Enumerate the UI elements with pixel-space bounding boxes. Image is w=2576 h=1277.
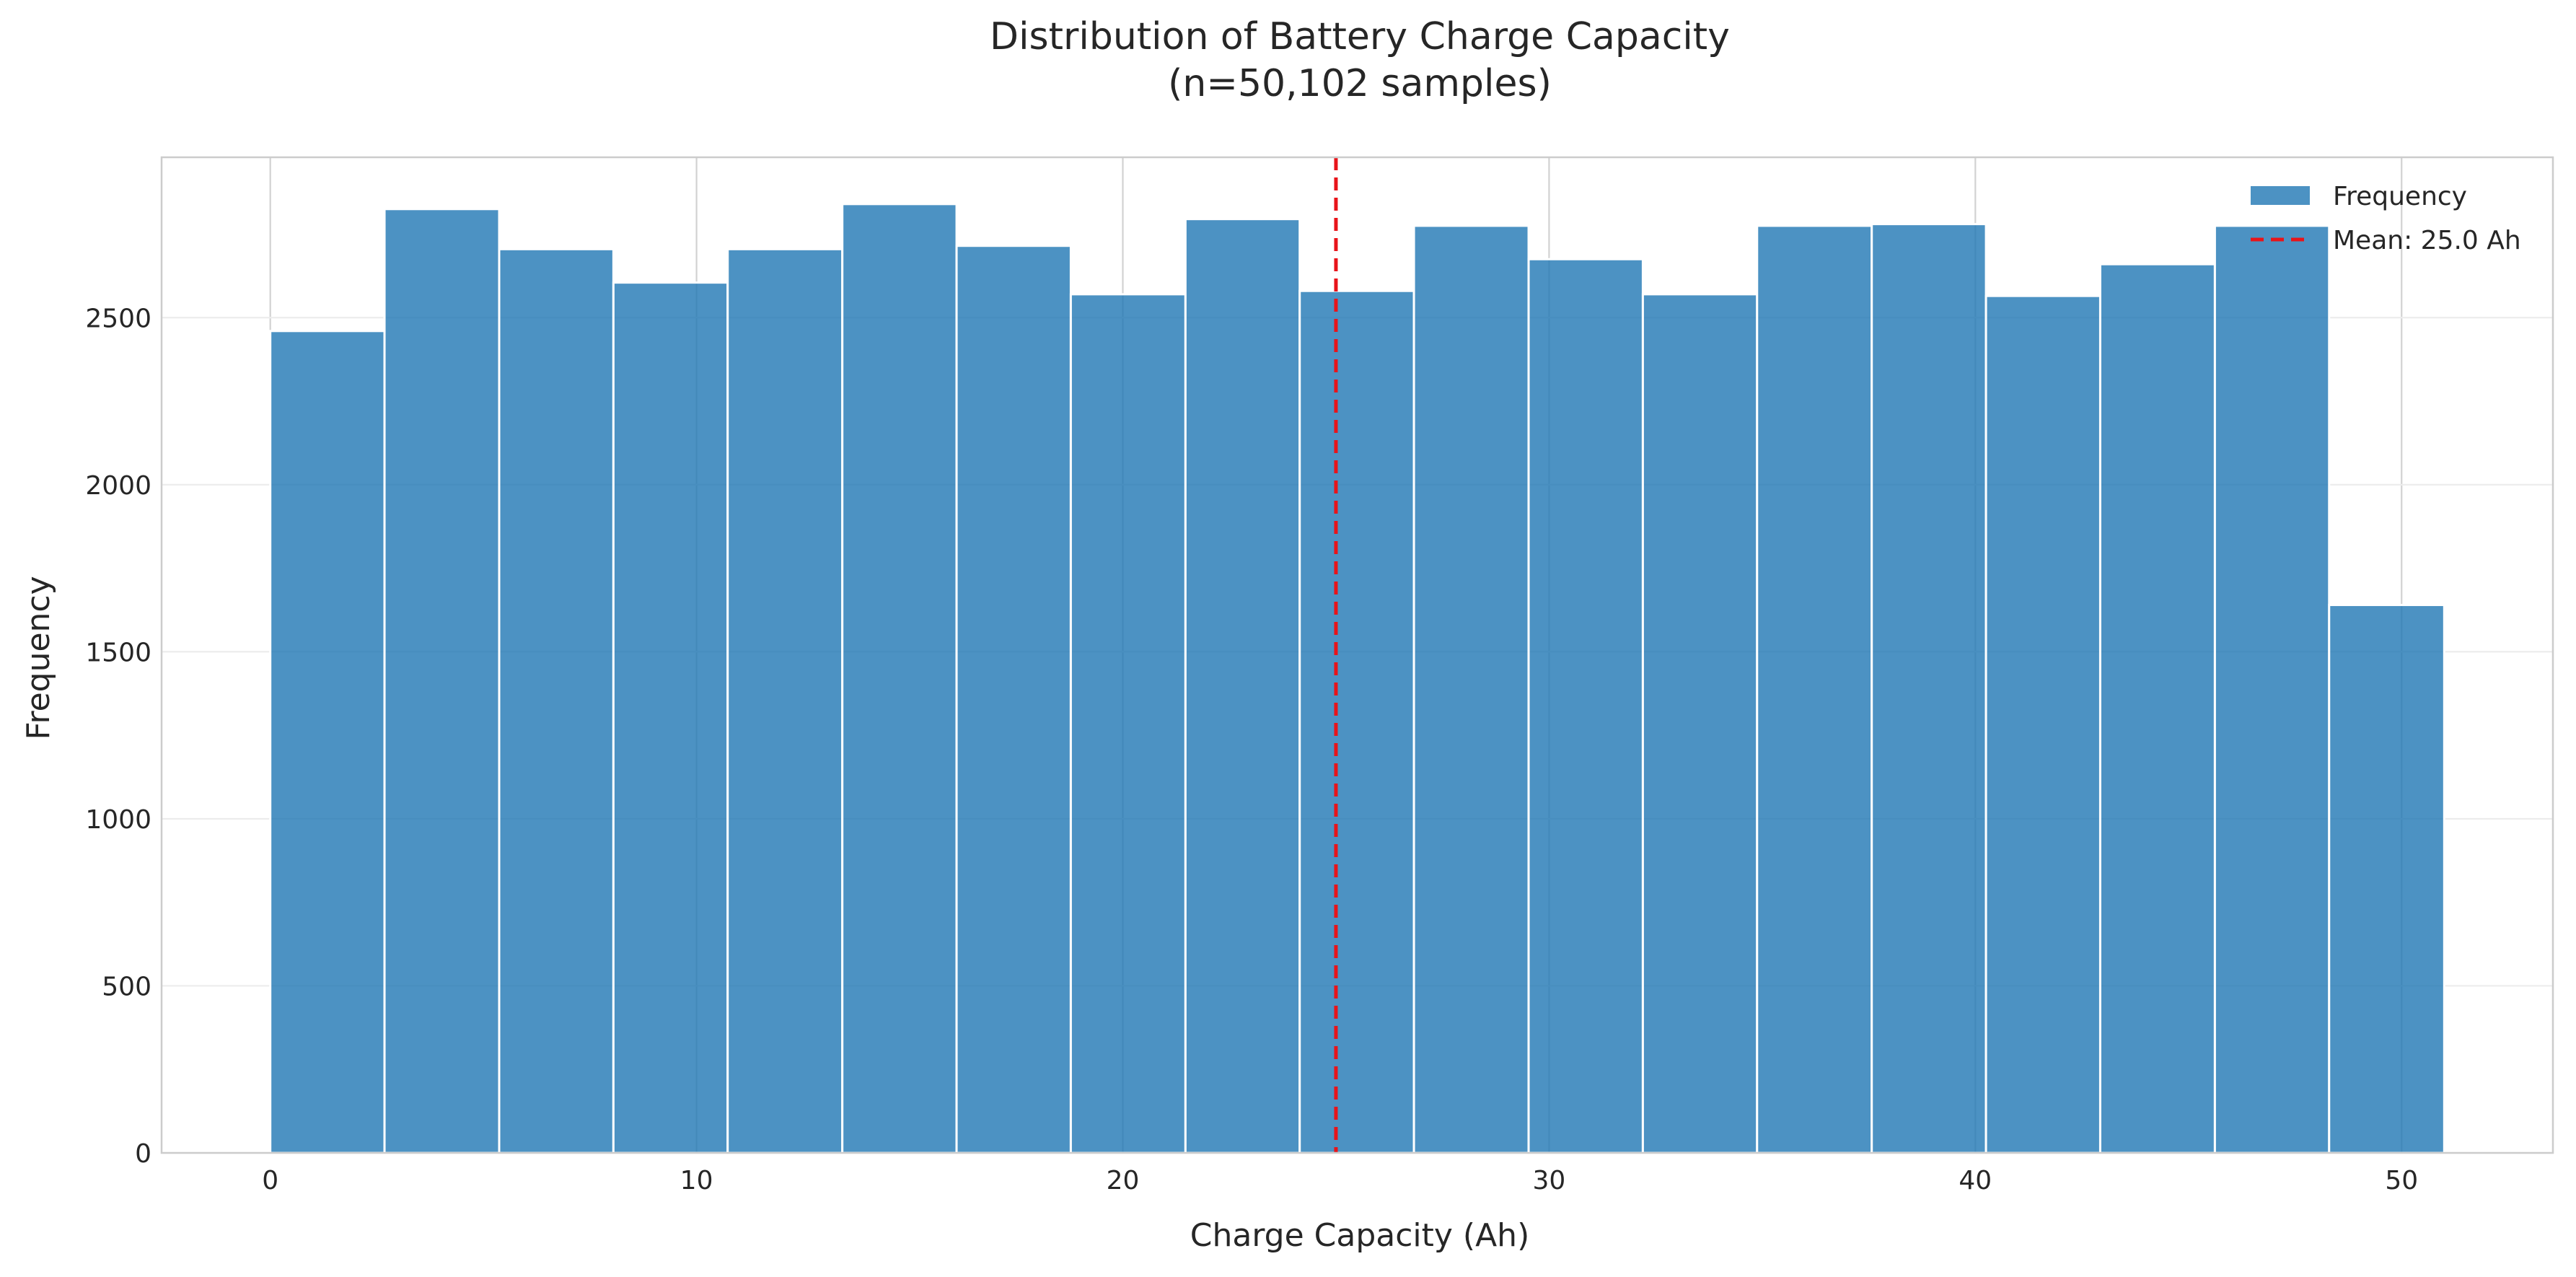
histogram-bar [1984, 294, 2101, 1154]
chart-subtitle: (n=50,102 samples) [1168, 62, 1552, 105]
histogram-bar [1184, 218, 1301, 1154]
x-tick-label: 40 [1959, 1166, 1992, 1195]
histogram-bar [612, 281, 729, 1154]
x-tick-label: 50 [2385, 1166, 2418, 1195]
histogram-bar [1871, 223, 1987, 1154]
x-tick-label: 10 [680, 1166, 713, 1195]
y-axis-label: Frequency [20, 576, 57, 740]
histogram-bar [1641, 293, 1759, 1154]
histogram-bar [498, 247, 615, 1154]
legend-swatch-frequency [2251, 186, 2310, 205]
y-tick-label: 500 [102, 972, 151, 1001]
x-tick-label: 0 [262, 1166, 278, 1195]
y-tick-label: 2000 [85, 471, 151, 501]
y-tick-labels: 0 500 1000 1500 2000 2500 [85, 304, 151, 1169]
chart-title: Distribution of Battery Charge Capacity [990, 15, 1730, 58]
histogram-bar [269, 330, 386, 1154]
histogram-bar [726, 247, 844, 1154]
x-tick-label: 20 [1107, 1166, 1140, 1195]
y-tick-label: 1500 [85, 638, 151, 667]
histogram-bars [269, 203, 2445, 1154]
histogram-bar [2213, 224, 2331, 1154]
x-tick-label: 30 [1533, 1166, 1566, 1195]
histogram-bar [1069, 293, 1187, 1154]
x-tick-labels: 0 10 20 30 40 50 [262, 1166, 2418, 1195]
legend-label-mean: Mean: 25.0 Ah [2333, 226, 2521, 255]
histogram-bar [1412, 224, 1530, 1154]
plot-frame [160, 156, 2554, 1154]
legend-label-frequency: Frequency [2333, 182, 2467, 211]
y-tick-label: 1000 [85, 805, 151, 835]
histogram-bar [1527, 258, 1644, 1154]
legend: Frequency Mean: 25.0 Ah [2251, 182, 2521, 255]
histogram-bar [1756, 224, 1873, 1154]
histogram-bar [841, 203, 958, 1154]
y-tick-label: 2500 [85, 304, 151, 333]
histogram-bar [2328, 604, 2445, 1154]
x-axis-label: Charge Capacity (Ah) [1190, 1217, 1529, 1254]
y-tick-label: 0 [135, 1139, 151, 1169]
histogram-bar [955, 245, 1072, 1154]
histogram-bar [1298, 289, 1415, 1154]
histogram-bar [2098, 263, 2216, 1154]
histogram-bar [383, 208, 501, 1154]
